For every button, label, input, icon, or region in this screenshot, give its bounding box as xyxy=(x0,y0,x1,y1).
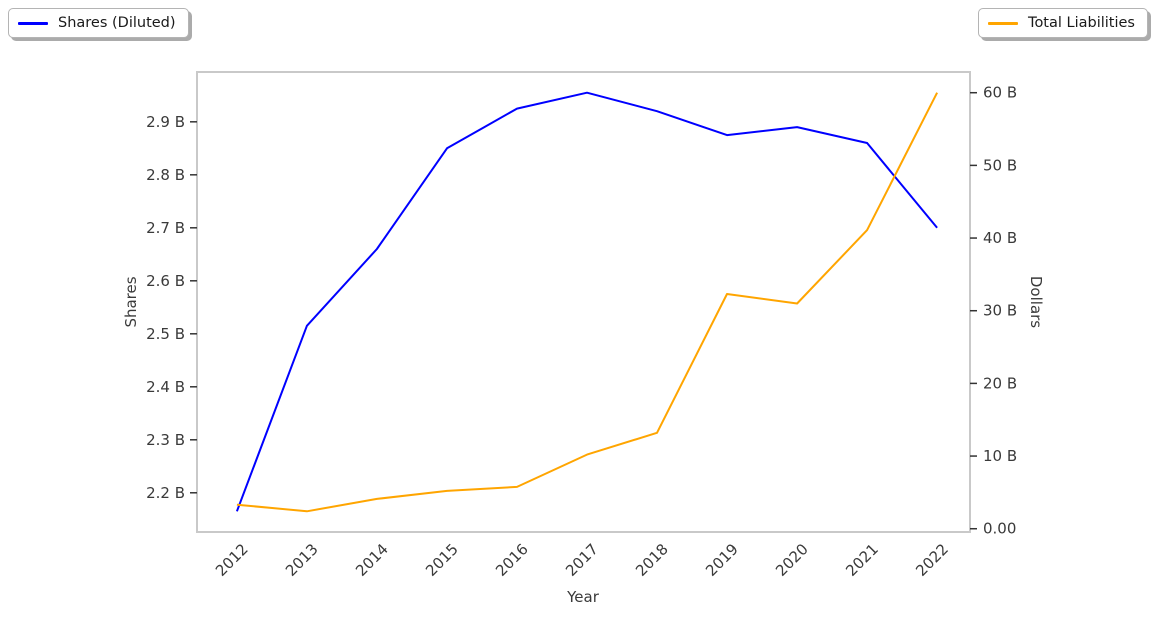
right-tick-label: 0.00 xyxy=(983,520,1016,538)
x-tick-label: 2012 xyxy=(212,540,252,580)
left-axis-title: Shares xyxy=(122,276,140,328)
x-tick-label: 2019 xyxy=(702,540,742,580)
liabilities-line-swatch xyxy=(988,21,1019,25)
left-tick-label: 2.5 B xyxy=(146,325,185,343)
left-tick-label: 2.9 B xyxy=(146,113,185,131)
right-tick-label: 10 B xyxy=(983,447,1017,465)
left-tick-label: 2.2 B xyxy=(146,484,185,502)
left-tick-label: 2.4 B xyxy=(146,378,185,396)
x-tick-label: 2022 xyxy=(912,540,952,580)
right-tick-label: 60 B xyxy=(983,84,1017,102)
x-tick-label: 2020 xyxy=(772,540,812,580)
legend-label-liabilities: Total Liabilities xyxy=(1028,15,1135,31)
right-tick-label: 40 B xyxy=(983,229,1017,247)
left-tick-label: 2.3 B xyxy=(146,431,185,449)
x-tick-label: 2021 xyxy=(842,540,882,580)
right-tick-label: 50 B xyxy=(983,156,1017,174)
axes-frame xyxy=(196,71,971,533)
left-tick-label: 2.7 B xyxy=(146,219,185,237)
x-tick-label: 2014 xyxy=(352,540,392,580)
x-tick-label: 2016 xyxy=(492,540,532,580)
legend-label-shares: Shares (Diluted) xyxy=(58,15,176,31)
x-tick-label: 2015 xyxy=(422,540,462,580)
shares-line-swatch xyxy=(18,21,48,25)
legend-total-liabilities: Total Liabilities xyxy=(978,8,1148,38)
x-tick-label: 2017 xyxy=(562,540,602,580)
left-tick-label: 2.6 B xyxy=(146,272,185,290)
right-axis-title: Dollars xyxy=(1027,275,1045,329)
right-tick-label: 20 B xyxy=(983,374,1017,392)
x-axis-title: Year xyxy=(567,588,599,606)
legend-shares-diluted: Shares (Diluted) xyxy=(8,8,189,38)
series-line-1 xyxy=(236,92,938,513)
x-tick-label: 2013 xyxy=(282,540,322,580)
series-line-0 xyxy=(235,91,938,512)
x-tick-label: 2018 xyxy=(632,540,672,580)
left-tick-label: 2.8 B xyxy=(146,166,185,184)
right-tick-label: 30 B xyxy=(983,302,1017,320)
